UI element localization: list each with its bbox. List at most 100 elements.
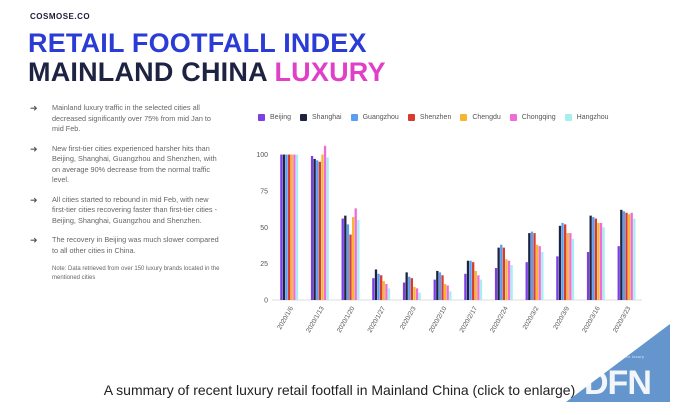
- bar-guangzhou-2020/2/3: [408, 276, 411, 300]
- slide-image[interactable]: COSMOSE.CO RETAIL FOOTFALL INDEX MAINLAN…: [0, 0, 679, 370]
- bar-hangzhou-2020/3/23: [633, 218, 636, 300]
- x-tick-label: 2020/2/10: [428, 305, 449, 334]
- x-tick-label: 2020/1/6: [276, 305, 295, 331]
- bar-hangzhou-2020/2/3: [418, 292, 421, 300]
- image-caption[interactable]: A summary of recent luxury retail footfa…: [103, 382, 576, 398]
- bar-chengdu-2020/3/9: [566, 233, 569, 300]
- legend-label: Chongqing: [521, 114, 556, 121]
- bullet-item: ➜ Mainland luxury traffic in the selecte…: [30, 103, 220, 135]
- bullet-item: ➜ All cities started to rebound in mid F…: [30, 195, 220, 227]
- bullet-text: All cities started to rebound in mid Feb…: [52, 194, 218, 225]
- x-tick-label: 2020/2/3: [399, 305, 418, 331]
- title-line-2-prefix: MAINLAND CHINA: [28, 57, 275, 87]
- bullet-item: ➜ The recovery in Beijing was much slowe…: [30, 235, 220, 256]
- bar-guangzhou-2020/3/2: [530, 231, 534, 300]
- bar-beijing-2020/1/20: [341, 218, 344, 300]
- arrow-icon: ➜: [30, 235, 38, 245]
- bar-chongqing-2020/2/10: [446, 285, 449, 300]
- bar-shanghai-2020/3/9: [558, 225, 562, 300]
- bar-chongqing-2020/1/6: [293, 154, 296, 300]
- bar-beijing-2020/2/24: [494, 268, 498, 300]
- bullet-text: New first-tier cities experienced harshe…: [52, 143, 217, 185]
- bar-hangzhou-2020/2/10: [449, 291, 452, 300]
- legend-swatch: [300, 114, 308, 121]
- y-tick-label: 0: [264, 298, 268, 305]
- bar-chongqing-2020/3/16: [599, 222, 603, 300]
- watermark-triangle-icon: [566, 324, 670, 402]
- title-line-2: MAINLAND CHINA LUXURY: [28, 57, 386, 88]
- bar-guangzhou-2020/1/6: [285, 154, 288, 300]
- bar-beijing-2020/3/2: [525, 262, 528, 300]
- bar-chongqing-2020/2/3: [415, 288, 419, 300]
- bar-shenzhen-2020/2/17: [472, 262, 475, 300]
- bar-chongqing-2020/2/17: [477, 275, 480, 300]
- y-tick-label: 100: [256, 152, 268, 159]
- title-highlight: LUXURY: [274, 57, 386, 87]
- bar-guangzhou-2020/2/17: [469, 260, 472, 300]
- bar-chengdu-2020/1/13: [321, 154, 324, 300]
- bar-chongqing-2020/3/9: [569, 233, 572, 300]
- bar-shenzhen-2020/3/9: [564, 224, 567, 300]
- bar-chengdu-2020/2/24: [505, 259, 508, 300]
- legend-swatch: [509, 114, 517, 121]
- legend-item: Chengdu: [460, 114, 501, 121]
- bar-chongqing-2020/1/20: [354, 208, 357, 300]
- bar-hangzhou-2020/1/13: [326, 157, 329, 300]
- bar-chengdu-2020/2/3: [413, 286, 416, 300]
- legend-item: Guangzhou: [350, 114, 399, 121]
- x-tick-label: 2020/3/2: [522, 305, 541, 331]
- bar-beijing-2020/2/17: [464, 273, 467, 300]
- legend-item: Shanghai: [300, 114, 342, 121]
- bar-shenzhen-2020/1/20: [349, 234, 352, 300]
- bar-hangzhou-2020/1/20: [357, 220, 360, 300]
- chart-legend: Beijing Shanghai Guangzhou Shenzhen Chengdu C…: [258, 114, 609, 121]
- dfn-watermark-logo: retail intelligence for luxury DFN: [566, 324, 670, 402]
- bar-chongqing-2020/3/2: [538, 246, 541, 300]
- bar-chengdu-2020/2/17: [474, 270, 477, 300]
- legend-item: Beijing: [258, 114, 291, 121]
- bullet-text: The recovery in Beijing was much slower …: [52, 235, 219, 255]
- legend-item: Shenzhen: [407, 114, 451, 121]
- bar-chongqing-2020/1/13: [323, 145, 327, 300]
- bar-shenzhen-2020/1/6: [288, 154, 291, 300]
- bar-guangzhou-2020/3/16: [592, 217, 595, 300]
- bar-hangzhou-2020/1/6: [295, 154, 299, 300]
- x-tick-label: 2020/2/17: [459, 305, 480, 334]
- bar-beijing-2020/3/9: [556, 256, 559, 300]
- bar-shanghai-2020/1/13: [313, 158, 316, 300]
- bar-beijing-2020/3/16: [586, 252, 590, 300]
- bar-beijing-2020/1/6: [280, 154, 283, 300]
- bar-shanghai-2020/3/23: [620, 209, 623, 300]
- bar-shanghai-2020/3/16: [589, 215, 592, 300]
- legend-swatch: [350, 114, 358, 121]
- legend-swatch: [407, 114, 415, 121]
- y-tick-label: 50: [260, 225, 268, 232]
- bar-chengdu-2020/3/16: [597, 222, 600, 300]
- bar-hangzhou-2020/3/2: [541, 252, 544, 300]
- bar-hangzhou-2020/3/9: [571, 238, 575, 300]
- bar-shenzhen-2020/3/16: [594, 218, 597, 300]
- x-tick-label: 2020/1/13: [305, 305, 326, 334]
- bullet-list: ➜ Mainland luxury traffic in the selecte…: [30, 103, 220, 282]
- bar-beijing-2020/1/27: [372, 278, 375, 300]
- bar-beijing-2020/2/10: [433, 279, 436, 300]
- legend-swatch: [460, 114, 468, 121]
- bar-shenzhen-2020/2/10: [441, 275, 444, 300]
- bar-chengdu-2020/1/20: [351, 217, 355, 300]
- brand-label: COSMOSE.CO: [30, 12, 91, 21]
- bar-shanghai-2020/3/2: [528, 233, 531, 300]
- x-tick-label: 2020/2/24: [489, 305, 510, 334]
- bar-hangzhou-2020/3/16: [602, 227, 605, 300]
- bar-shanghai-2020/2/24: [497, 247, 500, 300]
- legend-label: Beijing: [270, 114, 292, 121]
- legend-label: Shanghai: [312, 114, 342, 121]
- legend-item: Hangzhou: [564, 114, 609, 121]
- bar-chongqing-2020/1/27: [385, 284, 388, 300]
- bar-beijing-2020/3/23: [617, 246, 620, 300]
- bar-hangzhou-2020/2/17: [479, 279, 483, 300]
- bar-chengdu-2020/3/23: [627, 214, 631, 300]
- bar-chengdu-2020/2/10: [443, 284, 447, 300]
- watermark-tagline: retail intelligence for luxury: [588, 354, 645, 359]
- bar-guangzhou-2020/2/24: [500, 244, 503, 300]
- bar-guangzhou-2020/1/13: [316, 160, 319, 300]
